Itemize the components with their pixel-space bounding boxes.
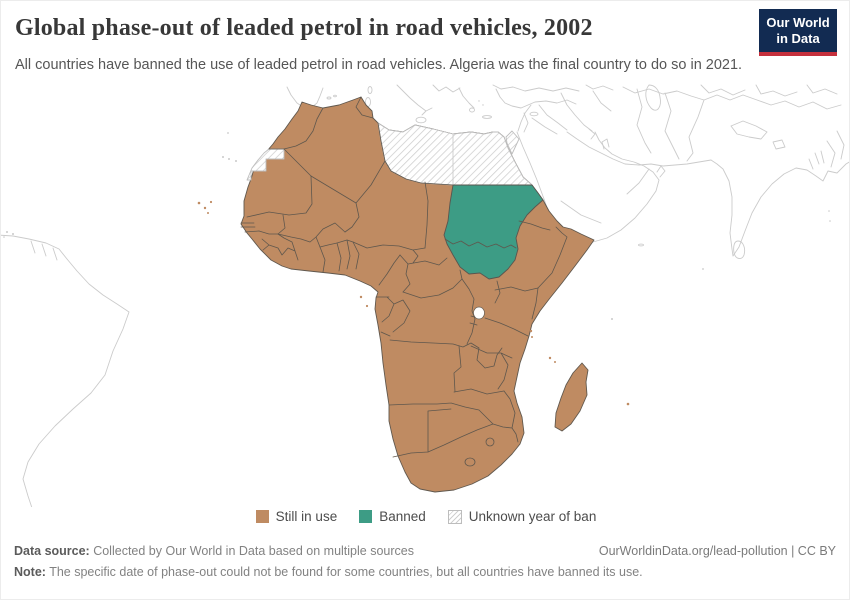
background-landmasses (1, 84, 849, 509)
owid-logo-line1: Our World (766, 15, 830, 30)
legend-swatch-unknown (447, 509, 462, 524)
world-map (1, 81, 849, 509)
region-libya-egypt (377, 122, 533, 186)
data-source-label: Data source: (14, 544, 90, 558)
note-line: Note: The specific date of phase-out cou… (14, 565, 836, 579)
legend-label-still-in-use: Still in use (275, 509, 338, 524)
region-madagascar (554, 362, 589, 432)
map-legend: Still in use Banned Unknown year of ban (1, 509, 849, 524)
note-text: The specific date of phase-out could not… (45, 565, 643, 579)
region-sinai (505, 130, 520, 155)
note-label: Note: (14, 565, 46, 579)
legend-item-unknown[interactable]: Unknown year of ban (447, 509, 597, 524)
data-source-line: Data source: Collected by Our World in D… (14, 544, 414, 558)
chart-footer: Data source: Collected by Our World in D… (14, 544, 836, 579)
data-source-text: Collected by Our World in Data based on … (89, 544, 414, 558)
legend-label-unknown: Unknown year of ban (468, 509, 597, 524)
owid-logo-line2: in Data (776, 30, 820, 46)
attribution-link: OurWorldinData.org/lead-pollution | CC B… (598, 544, 836, 558)
region-banned-sudan[interactable] (443, 184, 544, 280)
lake-victoria (473, 306, 485, 320)
legend-item-still-in-use[interactable]: Still in use (255, 509, 338, 524)
legend-item-banned[interactable]: Banned (359, 509, 426, 524)
legend-label-banned: Banned (379, 509, 426, 524)
africa-country-borders (240, 96, 568, 467)
region-western-sahara (246, 148, 285, 181)
page-title: Global phase-out of leaded petrol in roa… (15, 15, 593, 41)
owid-logo[interactable]: Our World in Data (759, 9, 837, 56)
legend-swatch-still-in-use (255, 510, 269, 523)
legend-swatch-banned (359, 510, 373, 523)
chart-subtitle: All countries have banned the use of lea… (15, 57, 743, 73)
